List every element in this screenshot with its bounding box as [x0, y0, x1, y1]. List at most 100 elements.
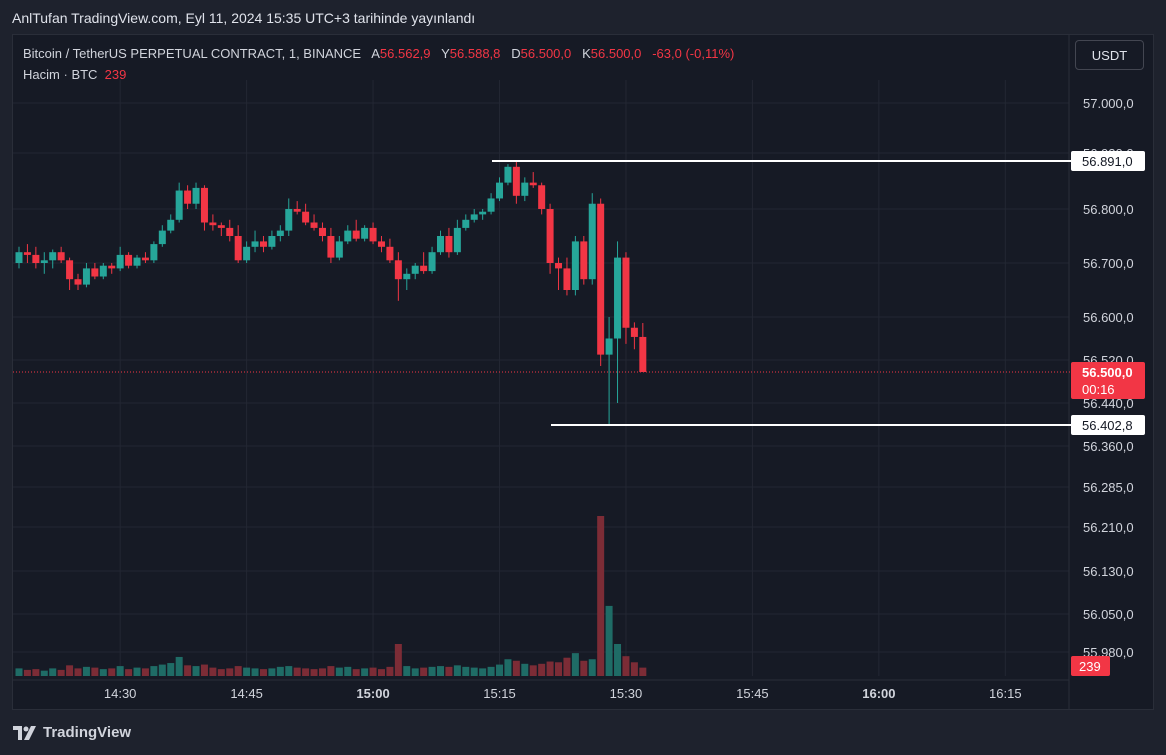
currency-button[interactable]: USDT [1075, 40, 1144, 70]
volume-legend: Hacim · BTC 239 [23, 67, 126, 82]
candle-body [386, 246, 394, 261]
volume-bar [377, 669, 385, 676]
time-tick-label: 15:15 [483, 686, 516, 701]
price-tick-label: 56.050,0 [1083, 607, 1134, 622]
volume-bar [445, 666, 453, 676]
candle-body [141, 257, 149, 261]
high-label: Y [441, 46, 450, 61]
candle-body [133, 257, 141, 266]
candle-body [428, 252, 436, 272]
tradingview-logo: TradingView [13, 724, 131, 741]
volume-bar [302, 668, 310, 676]
volume-bar [386, 666, 394, 676]
volume-bar [605, 605, 613, 676]
candle-body [504, 166, 512, 183]
last-price-tag [1071, 362, 1145, 399]
volume-bar [141, 668, 149, 676]
close-value: 56.500,0 [590, 46, 642, 61]
volume-bar [310, 669, 318, 676]
candle-body [217, 225, 225, 228]
volume-bar [344, 666, 352, 676]
open-value: 56.562,9 [379, 46, 431, 61]
volume-bar [420, 667, 428, 676]
candle-body [335, 241, 343, 258]
volume-unit: BTC [71, 67, 98, 82]
candle-body [302, 211, 310, 223]
level-price-tag [1071, 415, 1145, 435]
volume-bar [487, 666, 495, 676]
candle-body [630, 327, 638, 337]
level-price-tag [1071, 151, 1145, 171]
candle-body [403, 273, 411, 280]
low-value: 56.500,0 [520, 46, 572, 61]
price-tick-label: 56.440,0 [1083, 396, 1134, 411]
last-volume-label: 239 [1079, 659, 1101, 674]
volume-bar [251, 668, 259, 676]
candle-body [82, 268, 90, 285]
candle-body [487, 198, 495, 212]
last-volume-tag [1071, 656, 1110, 676]
candle-body [521, 182, 529, 196]
volume-bar [327, 666, 335, 676]
candle-body [268, 236, 276, 247]
volume-bar [243, 667, 251, 676]
price-tick-label: 56.285,0 [1083, 480, 1134, 495]
time-tick-label: 16:15 [989, 686, 1022, 701]
level-price-label: 56.402,8 [1082, 418, 1133, 433]
volume-bar [285, 666, 293, 676]
volume-bar [74, 668, 82, 676]
volume-bar [394, 644, 402, 676]
close-label: K [582, 46, 591, 61]
volume-bar [66, 665, 74, 676]
candle-body [209, 222, 217, 226]
volume-bar [116, 666, 124, 676]
candle-body [377, 241, 385, 247]
volume-bar [82, 666, 90, 676]
high-value: 56.588,8 [449, 46, 501, 61]
candle-body [437, 236, 444, 253]
time-tick-label: 15:30 [610, 686, 643, 701]
symbol-name[interactable]: Bitcoin / TetherUS PERPETUAL CONTRACT, 1… [23, 46, 362, 61]
brand-name: TradingView [43, 724, 132, 741]
volume-bar [411, 668, 419, 676]
candle-body [571, 241, 579, 290]
candle-body [344, 230, 352, 242]
candle-body [318, 227, 326, 236]
volume-bar [108, 668, 116, 676]
candle-body [234, 236, 242, 261]
candle-body [470, 214, 478, 220]
candle-body [563, 268, 571, 290]
volume-bar [462, 666, 470, 676]
volume-bar [200, 664, 208, 676]
candle-body [251, 241, 259, 247]
volume-bar [15, 668, 23, 676]
volume-bar [217, 669, 225, 676]
tradingview-icon [13, 725, 36, 740]
candle-body [639, 336, 647, 372]
candle-body [167, 219, 175, 231]
volume-bar [529, 665, 537, 676]
price-tick-label: 56.600,0 [1083, 310, 1134, 325]
candle-body [327, 236, 335, 258]
candle-body [529, 182, 537, 186]
candle-body [23, 252, 31, 255]
volume-bar [555, 662, 563, 676]
volume-bar [369, 667, 377, 676]
volume-bar [226, 668, 234, 676]
volume-bar [352, 669, 360, 676]
candle-body [116, 254, 124, 269]
candle-body [40, 260, 48, 263]
volume-bar [403, 666, 411, 676]
volume-bar [622, 656, 630, 676]
volume-bar [538, 663, 546, 676]
candle-body [445, 236, 453, 253]
volume-bar [91, 667, 99, 676]
candle-body [597, 203, 605, 355]
volume-label[interactable]: Hacim [23, 67, 60, 82]
candle-body [496, 182, 504, 199]
volume-bar [40, 670, 48, 676]
volume-bar [209, 667, 217, 676]
time-tick-label: 15:00 [356, 686, 389, 701]
candle-body [259, 241, 267, 247]
